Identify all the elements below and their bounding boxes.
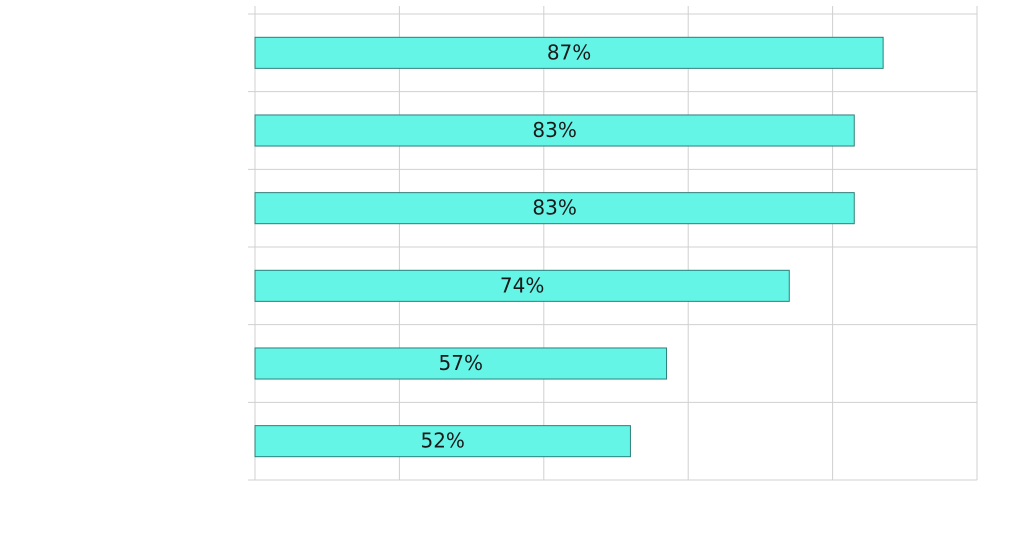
bar — [254, 192, 855, 225]
bar — [254, 347, 668, 380]
bar — [254, 425, 631, 458]
bar — [254, 269, 790, 302]
bar — [254, 36, 884, 69]
value-label: 57% — [439, 351, 483, 375]
value-label: 87% — [547, 40, 591, 64]
value-label: 83% — [532, 118, 576, 142]
value-label: 74% — [500, 273, 544, 297]
bar — [254, 114, 855, 147]
value-label: 83% — [532, 196, 576, 220]
value-label: 52% — [420, 429, 464, 453]
